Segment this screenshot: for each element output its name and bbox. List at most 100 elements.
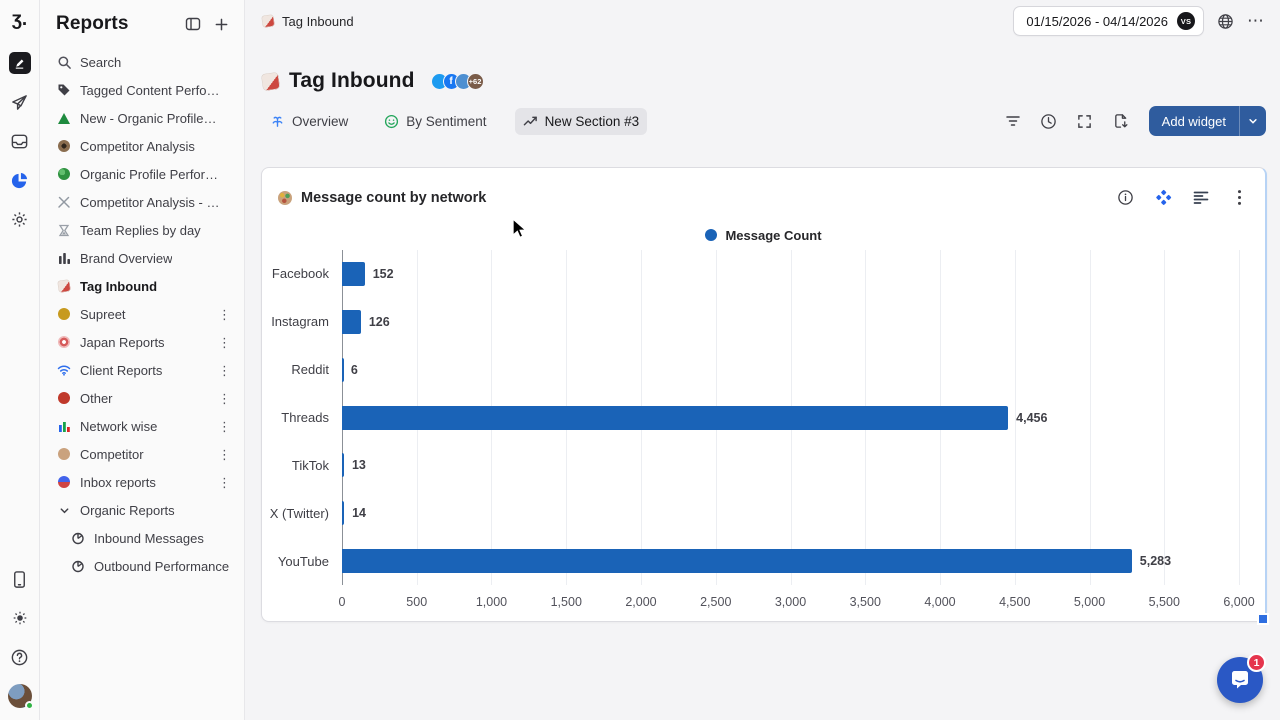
add-widget-button[interactable]: Add widget — [1161, 113, 1226, 129]
bar-facebook[interactable] — [342, 261, 365, 286]
new-report-plus-icon[interactable] — [212, 15, 230, 33]
sidebar-item-network-wise[interactable]: Network wise ⋮ — [40, 412, 244, 440]
colored-bar-chart-icon — [56, 418, 72, 434]
x-tick-label: 500 — [406, 595, 428, 609]
user-avatar[interactable] — [7, 684, 34, 710]
palette-icon — [278, 190, 292, 205]
move-widget-icon[interactable] — [1153, 188, 1173, 208]
bar-threads[interactable] — [342, 405, 1009, 430]
value-label: 13 — [351, 458, 366, 473]
search-icon — [56, 54, 72, 70]
more-options-icon[interactable]: ⋯ — [1247, 11, 1265, 30]
bar-track: 6 — [342, 346, 1239, 394]
kebab-menu-icon[interactable]: ⋮ — [218, 306, 231, 322]
x-tick-label: 4,000 — [924, 595, 956, 609]
legend-label: Message Count — [725, 227, 822, 243]
gridline — [1164, 250, 1166, 585]
sidebar-item-supreet[interactable]: Supreet ⋮ — [40, 300, 244, 328]
bar-track: 14 — [342, 489, 1239, 537]
info-icon[interactable] — [1115, 188, 1135, 208]
mobile-app-icon[interactable] — [8, 567, 32, 591]
chart-type-icon[interactable] — [1191, 188, 1211, 208]
hourglass-icon — [56, 222, 72, 238]
add-widget-split-button: Add widget — [1148, 106, 1266, 136]
chat-bubble-icon — [1232, 671, 1248, 689]
reports-pie-icon-active[interactable] — [8, 168, 32, 192]
chart-row: YouTube 5,283 — [262, 537, 1265, 585]
sidebar-item-outbound-performance[interactable]: Outbound Performance — [40, 552, 244, 580]
bar-instagram[interactable] — [342, 309, 361, 334]
profile-avatars[interactable]: +62 — [430, 72, 484, 90]
settings-gear-icon[interactable] — [8, 207, 32, 231]
sidebar-item-competitor[interactable]: Competitor ⋮ — [40, 440, 244, 468]
kebab-menu-icon[interactable]: ⋮ — [218, 446, 231, 462]
sidebar-item-japan-reports[interactable]: Japan Reports ⋮ — [40, 328, 244, 356]
filter-icon[interactable] — [1003, 111, 1023, 131]
section-tabs: Overview By Sentiment New Section #3 — [262, 106, 1266, 136]
sidebar-item-label: Outbound Performance — [94, 558, 230, 574]
bar-reddit[interactable] — [342, 357, 344, 382]
bar-youtube[interactable] — [342, 549, 1132, 574]
paintbrush-icon — [261, 14, 275, 28]
sidebar-item-brand-overview[interactable]: Brand Overview — [40, 244, 244, 272]
x-tick-label: 5,000 — [1073, 595, 1106, 609]
sidebar-item-organic-profile[interactable]: Organic Profile Performance — [40, 160, 244, 188]
sidebar-item-tagged-content[interactable]: Tagged Content Performan… — [40, 76, 244, 104]
sidebar-item-competitor-analysis[interactable]: Competitor Analysis — [40, 132, 244, 160]
sidebar-item-other[interactable]: Other ⋮ — [40, 384, 244, 412]
collapse-panel-icon[interactable] — [184, 15, 202, 33]
tab-by-sentiment[interactable]: By Sentiment — [376, 108, 494, 135]
x-tick-label: 0 — [338, 595, 346, 609]
chart-rows: Facebook 152 Instagram 126 Reddit 6 Threads 4,4… — [262, 250, 1265, 585]
chart-legend[interactable]: Message Count — [262, 226, 1265, 244]
add-widget-caret-button[interactable] — [1240, 106, 1266, 136]
value-label: 4,456 — [1016, 410, 1048, 425]
theme-sun-icon[interactable] — [8, 606, 32, 630]
sidebar-item-client-reports[interactable]: Client Reports ⋮ — [40, 356, 244, 384]
green-globe-icon — [56, 166, 72, 182]
widget-menu-icon[interactable] — [1229, 188, 1249, 208]
kebab-menu-icon[interactable]: ⋮ — [218, 390, 231, 406]
x-tick-label: 1,000 — [475, 595, 508, 609]
tab-new-section-3[interactable]: New Section #3 — [514, 107, 648, 135]
schedule-clock-icon[interactable] — [1039, 111, 1059, 131]
sidebar-item-inbox-reports[interactable]: Inbox reports ⋮ — [40, 468, 244, 496]
widget-resize-handle[interactable] — [1257, 613, 1269, 625]
kebab-menu-icon[interactable]: ⋮ — [218, 334, 231, 350]
gridline — [1089, 250, 1091, 585]
sidebar-item-competitor-v2[interactable]: Competitor Analysis - V2 — [40, 188, 244, 216]
sidebar-item-search[interactable]: Search — [40, 48, 244, 76]
kebab-menu-icon[interactable]: ⋮ — [218, 474, 231, 490]
pie-chart-icon — [70, 558, 86, 574]
buoy-icon — [56, 474, 72, 490]
widget-title: Message count by network — [301, 189, 487, 206]
tab-overview[interactable]: Overview — [262, 108, 356, 135]
sidebar-folder-organic-reports[interactable]: Organic Reports — [40, 496, 244, 524]
sidebar-item-inbound-messages[interactable]: Inbound Messages — [40, 524, 244, 552]
compose-icon[interactable] — [8, 51, 32, 75]
date-range-picker[interactable]: 01/15/2026 - 04/14/2026 VS — [1013, 6, 1204, 36]
sidebar-item-label: Network wise — [80, 418, 158, 434]
export-icon[interactable] — [1111, 111, 1131, 131]
vs-compare-badge[interactable]: VS — [1177, 12, 1195, 30]
bar-x-twitter[interactable] — [342, 501, 345, 526]
inbox-icon[interactable] — [8, 129, 32, 153]
x-tick-label: 4,500 — [999, 595, 1031, 609]
dancer-icon — [56, 390, 72, 406]
kebab-menu-icon[interactable]: ⋮ — [218, 418, 231, 434]
chat-launcher-button[interactable]: 1 — [1217, 653, 1266, 703]
help-icon[interactable] — [8, 645, 32, 669]
tag-icon — [56, 82, 72, 98]
kebab-menu-icon[interactable]: ⋮ — [218, 362, 231, 378]
globe-icon[interactable] — [1215, 11, 1235, 31]
fullscreen-icon[interactable] — [1075, 111, 1095, 131]
sidebar-item-team-replies[interactable]: Team Replies by day — [40, 216, 244, 244]
sidebar-item-tag-inbound[interactable]: Tag Inbound — [40, 272, 244, 300]
sidebar-item-new-organic[interactable]: New - Organic Profile Perf… — [40, 104, 244, 132]
bar-tiktok[interactable] — [342, 453, 344, 478]
app-logo: ʒ. — [11, 9, 28, 30]
crossed-swords-icon — [56, 194, 72, 210]
sidebar-item-label: Other — [80, 390, 113, 406]
publish-icon[interactable] — [8, 90, 32, 114]
